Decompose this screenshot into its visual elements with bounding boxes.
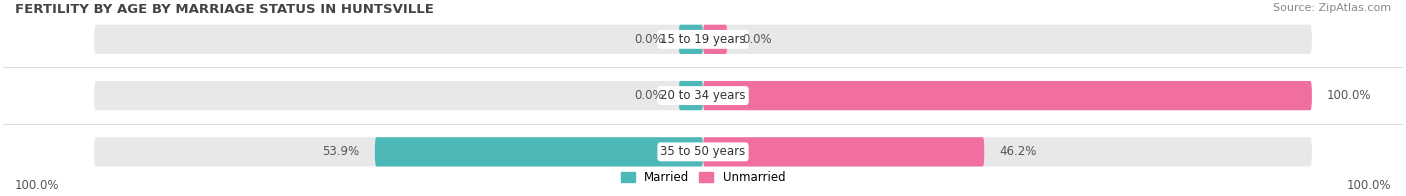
Text: Source: ZipAtlas.com: Source: ZipAtlas.com xyxy=(1272,3,1391,13)
Text: 100.0%: 100.0% xyxy=(15,179,59,192)
FancyBboxPatch shape xyxy=(703,137,984,166)
FancyBboxPatch shape xyxy=(679,25,703,54)
Text: 15 to 19 years: 15 to 19 years xyxy=(661,33,745,46)
Text: 0.0%: 0.0% xyxy=(634,89,664,102)
Text: 0.0%: 0.0% xyxy=(634,33,664,46)
Text: 100.0%: 100.0% xyxy=(1327,89,1372,102)
Text: 100.0%: 100.0% xyxy=(1347,179,1391,192)
Text: 0.0%: 0.0% xyxy=(742,33,772,46)
FancyBboxPatch shape xyxy=(375,137,703,166)
Text: 53.9%: 53.9% xyxy=(322,145,360,158)
Text: 35 to 50 years: 35 to 50 years xyxy=(661,145,745,158)
Text: FERTILITY BY AGE BY MARRIAGE STATUS IN HUNTSVILLE: FERTILITY BY AGE BY MARRIAGE STATUS IN H… xyxy=(15,3,434,16)
Text: 46.2%: 46.2% xyxy=(1000,145,1036,158)
FancyBboxPatch shape xyxy=(679,81,703,110)
Legend: Married, Unmarried: Married, Unmarried xyxy=(616,167,790,189)
FancyBboxPatch shape xyxy=(703,81,1312,110)
Text: 20 to 34 years: 20 to 34 years xyxy=(661,89,745,102)
FancyBboxPatch shape xyxy=(94,25,1312,54)
FancyBboxPatch shape xyxy=(703,25,727,54)
FancyBboxPatch shape xyxy=(94,137,1312,166)
FancyBboxPatch shape xyxy=(94,81,1312,110)
